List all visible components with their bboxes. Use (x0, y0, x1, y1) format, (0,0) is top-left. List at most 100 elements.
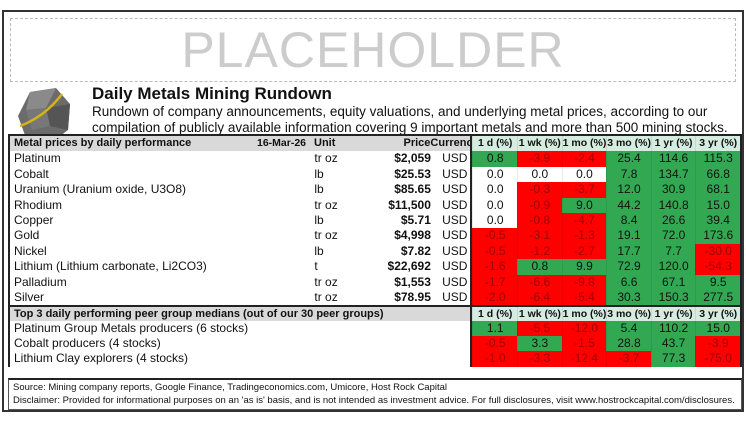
metal-currency: USD (442, 274, 468, 289)
metal-unit: tr oz (314, 289, 338, 304)
pct-cell: 110.2 (650, 320, 696, 337)
pct-cell: 9.5 (695, 274, 741, 290)
pct-cell: 0.8 (517, 259, 562, 275)
pct-header: 1 d (%) (472, 136, 518, 152)
metal-unit: tr oz (314, 228, 338, 243)
metal-name: Silver (14, 289, 45, 304)
pct-cell: 7.8 (606, 166, 651, 183)
peer-row: Lithium Clay explorers (4 stocks) -1.0 -3.… (10, 351, 740, 367)
pct-cell: 12.0 (606, 182, 651, 198)
pct-cells: 1.1 -5.5 -12.0 5.4 110.2 15.0 (470, 320, 740, 337)
metal-currency: USD (442, 151, 468, 166)
report-date: 16-Mar-26 (256, 137, 307, 149)
pct-cell: 15.0 (695, 197, 741, 213)
metal-currency: USD (442, 182, 468, 197)
metal-name: Lithium (Lithium carbonate, Li2CO3) (14, 259, 207, 274)
report-subtitle: Rundown of company announcements, equity… (92, 104, 728, 135)
pct-cells: 0.8 -3.9 -2.4 25.4 114.6 115.3 (470, 151, 741, 167)
pct-cell: 72.0 (650, 228, 696, 244)
pct-cell: -9.8 (561, 274, 607, 290)
pct-cell: 28.8 (606, 336, 651, 352)
pct-cell: 115.3 (695, 151, 741, 167)
metal-currency: USD (442, 197, 468, 212)
metal-row: Uranium (Uranium oxide, U3O8) lb $85.65 USD… (10, 182, 741, 198)
spacer (247, 167, 314, 182)
metal-price: $7.82 (400, 243, 431, 258)
spacer (247, 213, 314, 228)
pct-cell: -6.4 (517, 289, 562, 306)
pct-cell: 0.0 (472, 197, 518, 213)
spacer (247, 182, 314, 197)
metal-currency: USD (442, 243, 468, 258)
pct-cell: 30.9 (650, 182, 696, 198)
metal-name: Cobalt (14, 166, 49, 181)
metal-name: Copper (14, 212, 54, 227)
metal-price: $1,553 (394, 274, 431, 289)
peer-table-title: Top 3 daily performing peer group median… (14, 308, 384, 321)
pct-header: 1 yr (%) (650, 136, 696, 152)
placeholder-banner: PLACEHOLDER (10, 18, 736, 82)
pct-cell: -0.5 (472, 228, 518, 244)
pct-cell: 9.0 (561, 197, 607, 213)
peer-name: Cobalt producers (4 stocks) (14, 336, 161, 351)
peer-name: Platinum Group Metals producers (6 stock… (14, 320, 249, 335)
metals-header-row: Metal prices by daily performance 16-Mar… (10, 136, 740, 152)
metal-price: $2,059 (394, 151, 431, 166)
pct-cell: -0.8 (517, 212, 562, 229)
metal-currency: USD (442, 212, 468, 227)
spacer (247, 244, 314, 259)
pct-header: 1 wk (%) (517, 307, 562, 321)
metal-name: Uranium (Uranium oxide, U3O8) (14, 182, 187, 197)
metal-currency: USD (442, 289, 468, 304)
pct-header: 3 yr (%) (695, 136, 740, 152)
pct-cell: 67.1 (650, 274, 696, 290)
footer: Source: Mining company reports, Google F… (8, 378, 742, 410)
pct-cells: -1.0 -3.3 -12.4 -3.7 77.3 -75.0 (470, 351, 740, 367)
pct-cell: -3.7 (606, 351, 651, 367)
pct-header: 3 mo (%) (606, 307, 651, 321)
metal-unit: t (314, 259, 318, 274)
pct-cell: -75.0 (695, 351, 740, 367)
peer-name: Lithium Clay explorers (4 stocks) (14, 351, 189, 366)
pct-header: 1 wk (%) (517, 136, 562, 152)
pct-cell: 134.7 (650, 166, 696, 183)
pct-cell: 173.6 (695, 228, 741, 244)
metal-currency: USD (442, 166, 468, 181)
metal-price: $85.65 (394, 182, 431, 197)
pct-header: 1 d (%) (472, 307, 518, 321)
spacer (247, 228, 314, 243)
pct-cell: -3.3 (517, 351, 562, 367)
pct-cell: 17.7 (606, 243, 651, 260)
pct-cell: 43.7 (650, 336, 696, 352)
spacer (247, 259, 314, 274)
pct-header: 1 yr (%) (650, 307, 696, 321)
pct-cell: 0.0 (472, 182, 518, 198)
pct-cells: -0.5 -1.2 -2.7 17.7 7.7 -30.0 (470, 243, 741, 260)
pct-cell: -0.3 (517, 182, 562, 198)
pct-cell: 140.8 (650, 197, 696, 213)
pct-cells: -1.7 -6.6 -9.8 6.6 67.1 9.5 (470, 274, 741, 290)
pct-cell: -1.3 (561, 228, 607, 244)
source-note: Source: Mining company reports, Google F… (13, 382, 448, 393)
pct-cell: 26.6 (650, 212, 696, 229)
metal-price: $5.71 (400, 212, 431, 227)
spacer (247, 290, 314, 305)
pct-cell: 3.3 (517, 336, 562, 352)
pct-cell: -12.4 (561, 351, 607, 367)
pct-cell: -3.9 (517, 151, 562, 167)
pct-header: 1 mo (%) (561, 136, 606, 152)
pct-cells: -0.5 -3.1 -1.3 19.1 72.0 173.6 (470, 228, 741, 244)
pct-cell: -6.6 (517, 274, 562, 290)
pct-cell: -2.7 (561, 243, 607, 260)
metal-name: Gold (14, 228, 40, 243)
metal-price: $4,998 (394, 228, 431, 243)
pct-cells: 0.0 -0.8 -4.7 8.4 26.6 39.4 (470, 212, 741, 229)
pct-cell: -3.9 (695, 336, 740, 352)
pct-cells: 0.0 -0.3 -3.7 12.0 30.9 68.1 (470, 182, 741, 198)
metal-price: $11,500 (388, 197, 431, 212)
metals-table: Metal prices by daily performance 16-Mar… (8, 134, 742, 367)
pct-cell: 25.4 (606, 151, 651, 167)
pct-cell: 39.4 (695, 212, 741, 229)
pct-cell: 120.0 (650, 259, 696, 275)
metal-unit: tr oz (314, 151, 338, 166)
